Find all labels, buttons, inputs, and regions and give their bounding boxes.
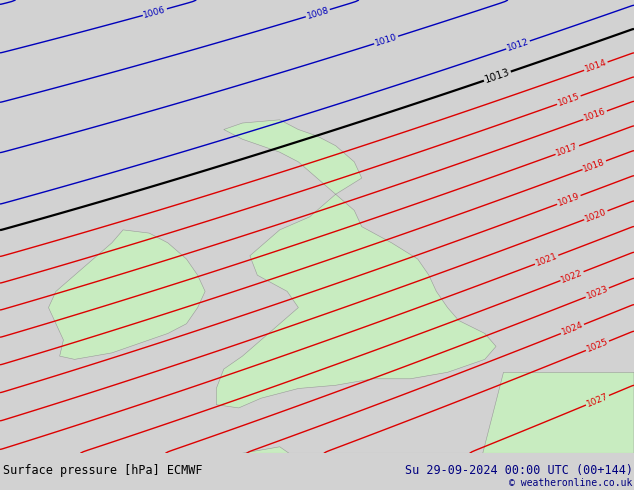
Polygon shape: [242, 372, 634, 490]
Text: 1016: 1016: [583, 107, 607, 123]
Text: 1021: 1021: [534, 251, 559, 268]
Text: 1013: 1013: [483, 67, 512, 85]
Text: 1012: 1012: [506, 37, 530, 53]
Text: 1008: 1008: [306, 5, 330, 21]
Text: 1019: 1019: [557, 192, 581, 208]
Text: 1027: 1027: [585, 392, 610, 409]
Text: Surface pressure [hPa] ECMWF: Surface pressure [hPa] ECMWF: [3, 464, 203, 477]
Text: 1023: 1023: [585, 284, 609, 301]
Text: © weatheronline.co.uk: © weatheronline.co.uk: [509, 478, 633, 488]
Text: 1018: 1018: [582, 157, 607, 173]
Text: 1017: 1017: [555, 142, 579, 158]
Polygon shape: [216, 120, 496, 408]
Text: 1020: 1020: [583, 207, 608, 223]
Polygon shape: [48, 230, 205, 359]
Text: 1022: 1022: [560, 268, 585, 284]
Text: 1006: 1006: [143, 5, 167, 20]
Text: 1025: 1025: [585, 337, 610, 354]
Text: 1015: 1015: [557, 92, 581, 108]
Text: 1014: 1014: [583, 58, 608, 74]
Text: 1010: 1010: [374, 32, 398, 48]
Text: 1024: 1024: [560, 320, 585, 337]
Text: Su 29-09-2024 00:00 UTC (00+144): Su 29-09-2024 00:00 UTC (00+144): [404, 464, 633, 477]
